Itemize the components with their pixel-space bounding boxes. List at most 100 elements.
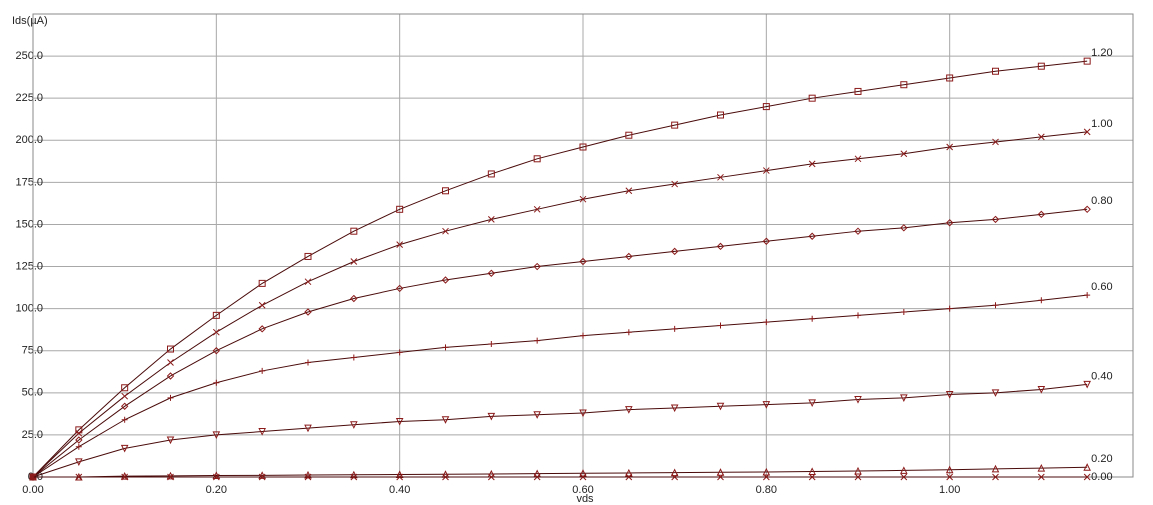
marker-shape bbox=[854, 155, 862, 163]
marker bbox=[533, 411, 541, 419]
marker bbox=[442, 344, 449, 351]
marker bbox=[992, 302, 999, 309]
marker-shape bbox=[167, 394, 174, 401]
marker-shape bbox=[120, 444, 129, 453]
marker-shape bbox=[1037, 62, 1045, 70]
marker-shape bbox=[121, 473, 129, 481]
marker-shape bbox=[533, 473, 541, 481]
marker-shape bbox=[350, 294, 358, 303]
marker bbox=[900, 224, 908, 232]
marker-shape bbox=[1083, 128, 1091, 136]
marker-shape bbox=[900, 81, 908, 89]
marker-shape bbox=[854, 396, 862, 404]
marker-shape bbox=[121, 392, 129, 400]
marker-shape bbox=[166, 372, 175, 380]
marker-shape bbox=[808, 399, 816, 408]
marker-shape bbox=[946, 143, 954, 151]
marker bbox=[808, 232, 816, 240]
marker bbox=[75, 458, 83, 466]
marker-shape bbox=[29, 473, 37, 481]
marker bbox=[579, 143, 587, 151]
marker-shape bbox=[945, 219, 954, 227]
marker-shape bbox=[259, 367, 266, 374]
marker bbox=[946, 473, 954, 481]
marker-shape bbox=[671, 121, 679, 129]
y-tick-label: 150.0 bbox=[15, 218, 43, 230]
marker bbox=[946, 74, 954, 82]
marker bbox=[1037, 133, 1045, 141]
marker bbox=[304, 424, 312, 433]
marker bbox=[1083, 473, 1091, 481]
marker-shape bbox=[992, 138, 999, 146]
marker-shape bbox=[808, 467, 816, 475]
marker bbox=[121, 384, 129, 392]
marker-shape bbox=[670, 468, 679, 477]
marker bbox=[900, 466, 908, 474]
marker bbox=[717, 322, 724, 329]
marker-shape bbox=[1037, 210, 1046, 219]
marker bbox=[670, 468, 679, 477]
marker bbox=[350, 473, 358, 481]
marker bbox=[1037, 473, 1045, 481]
marker-shape bbox=[304, 473, 312, 481]
marker-shape bbox=[304, 424, 312, 433]
marker bbox=[854, 227, 862, 235]
marker-shape bbox=[167, 345, 174, 353]
marker-shape bbox=[121, 384, 129, 392]
marker bbox=[945, 465, 954, 474]
marker-shape bbox=[167, 473, 174, 481]
series-label: 0.40 bbox=[1091, 370, 1112, 382]
marker bbox=[212, 328, 220, 336]
marker-shape bbox=[258, 428, 266, 436]
marker-shape bbox=[900, 224, 908, 232]
marker-shape bbox=[946, 305, 953, 312]
marker-shape bbox=[1037, 473, 1045, 481]
marker-shape bbox=[305, 359, 311, 366]
marker bbox=[121, 473, 129, 481]
marker bbox=[808, 94, 816, 102]
marker bbox=[121, 416, 128, 423]
marker-shape bbox=[213, 379, 220, 386]
y-tick-label: 200.0 bbox=[15, 134, 43, 146]
marker bbox=[120, 402, 129, 410]
marker bbox=[991, 215, 1000, 224]
marker-shape bbox=[1037, 133, 1045, 141]
marker-shape bbox=[717, 473, 724, 481]
marker bbox=[762, 237, 771, 245]
marker-shape bbox=[900, 473, 908, 481]
marker bbox=[992, 67, 999, 75]
y-axis-label: Ids(µA) bbox=[12, 15, 48, 27]
marker bbox=[625, 329, 632, 336]
marker bbox=[762, 401, 771, 409]
marker-shape bbox=[579, 473, 587, 481]
marker-shape bbox=[304, 252, 312, 260]
marker bbox=[75, 443, 82, 450]
marker-shape bbox=[1083, 57, 1091, 65]
marker bbox=[1083, 57, 1091, 65]
marker-shape bbox=[992, 473, 999, 481]
marker bbox=[991, 464, 1000, 473]
marker bbox=[1083, 380, 1091, 389]
marker-shape bbox=[671, 325, 678, 332]
marker bbox=[120, 444, 129, 453]
marker bbox=[808, 399, 816, 408]
marker-shape bbox=[625, 329, 632, 336]
marker bbox=[670, 404, 679, 413]
marker-shape bbox=[625, 252, 633, 261]
marker bbox=[212, 347, 221, 355]
marker-shape bbox=[579, 257, 587, 266]
marker-shape bbox=[166, 436, 175, 445]
marker bbox=[671, 121, 679, 129]
marker bbox=[396, 205, 404, 213]
marker bbox=[487, 269, 496, 277]
series-line bbox=[32, 131, 1088, 478]
marker bbox=[29, 473, 37, 481]
marker-shape bbox=[716, 468, 725, 476]
marker-shape bbox=[1083, 473, 1091, 481]
marker-shape bbox=[900, 309, 907, 316]
marker-shape bbox=[854, 227, 862, 235]
marker bbox=[854, 87, 862, 95]
marker-shape bbox=[717, 322, 724, 329]
marker-shape bbox=[1084, 292, 1091, 299]
marker bbox=[305, 359, 311, 366]
